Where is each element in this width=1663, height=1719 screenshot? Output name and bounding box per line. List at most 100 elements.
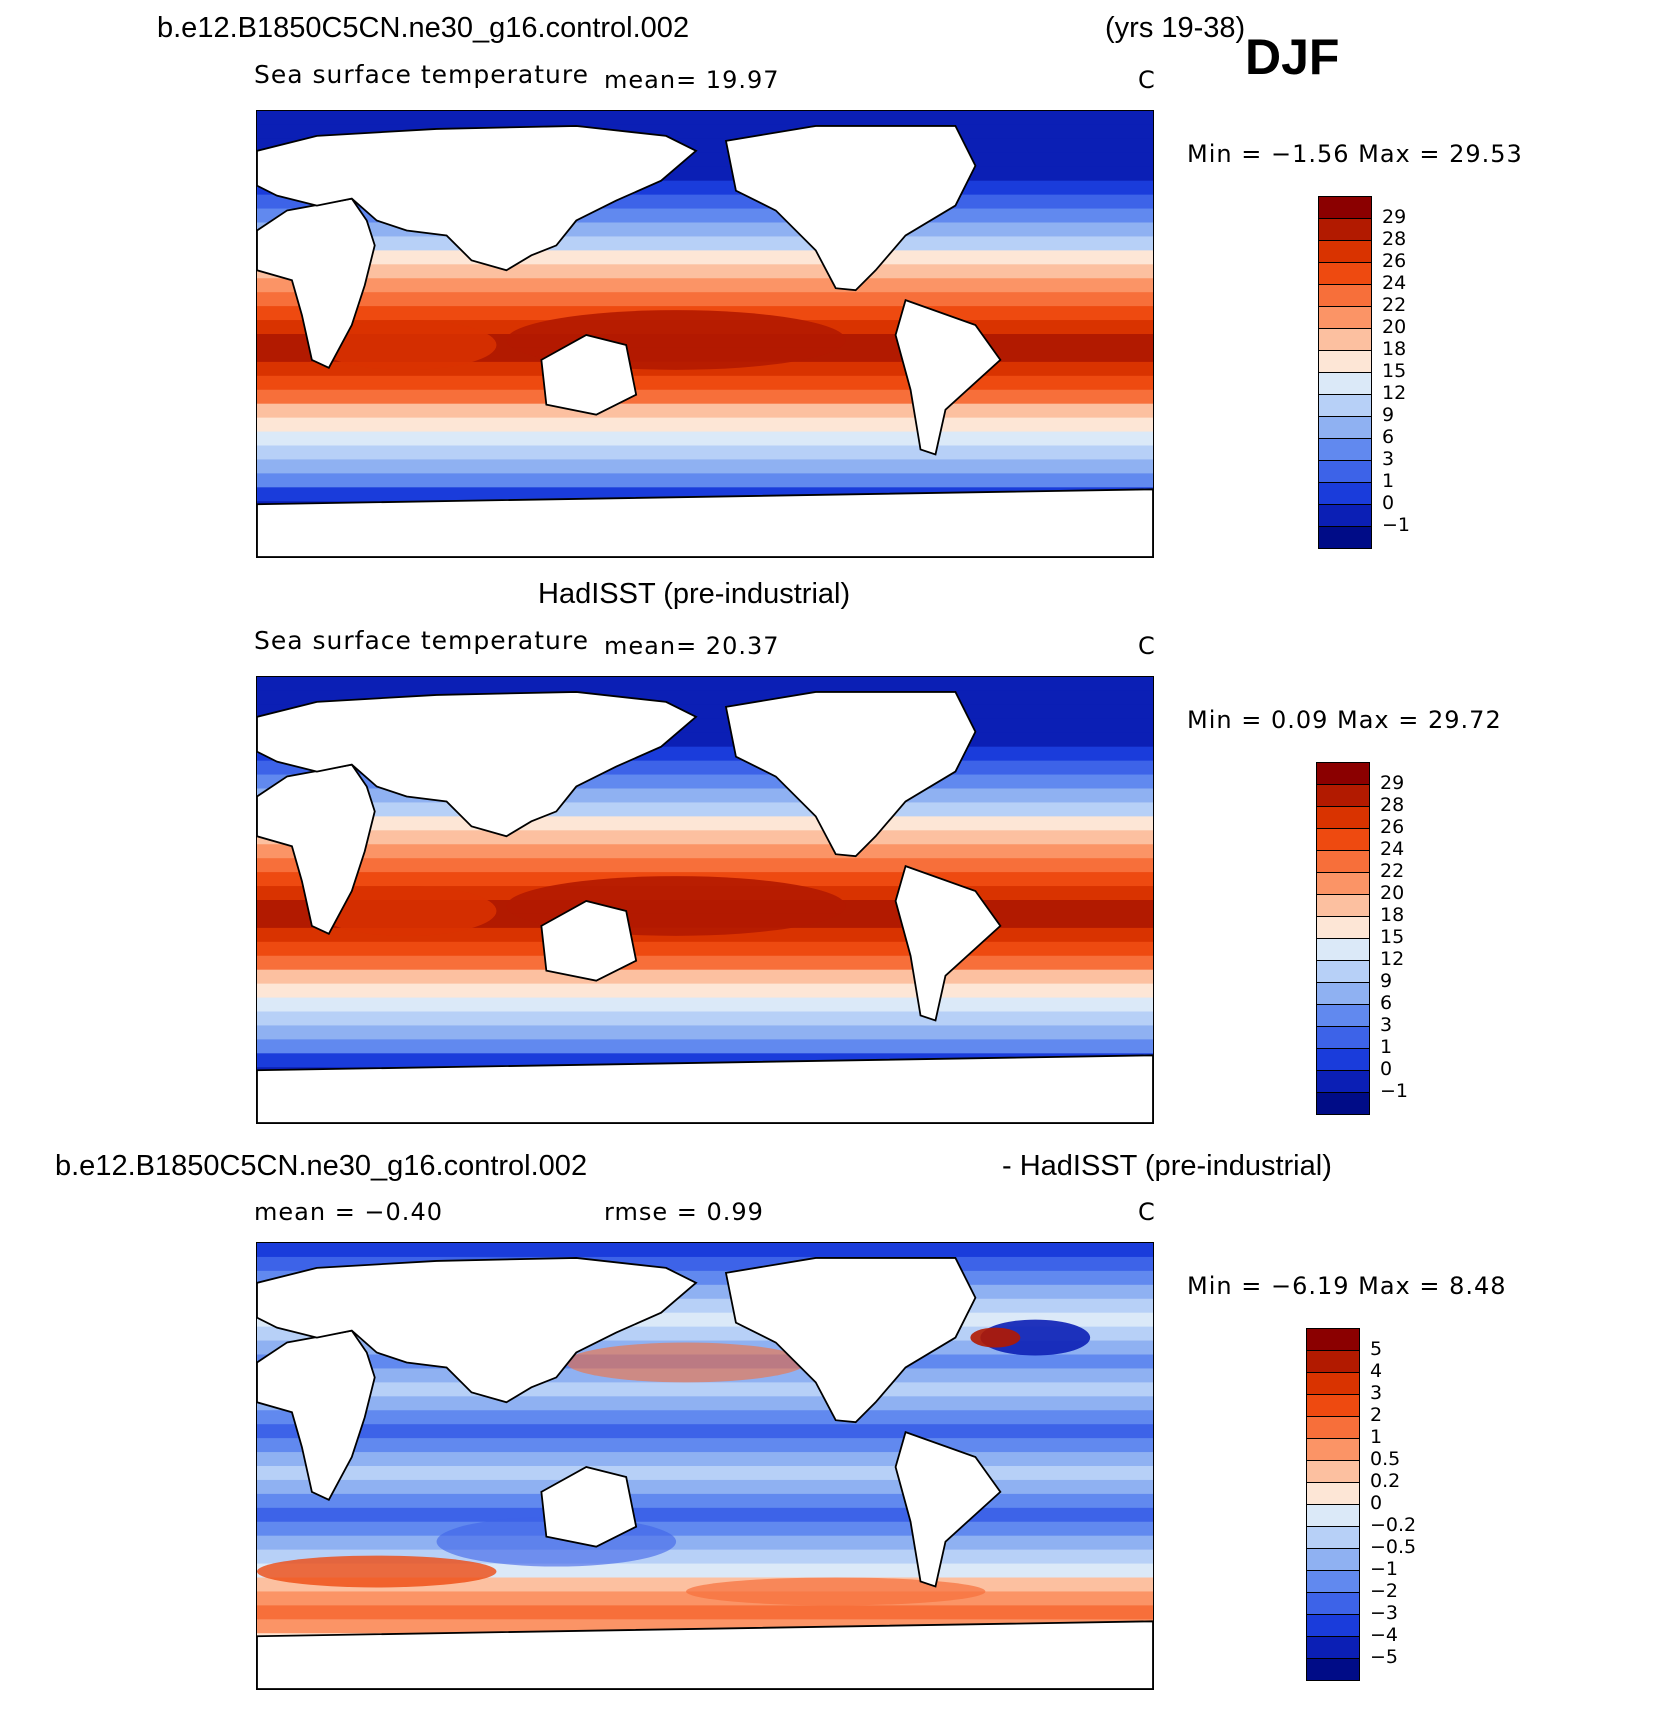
colorbar-swatch <box>1318 284 1372 307</box>
panel3-title-right: - HadISST (pre-industrial) <box>1002 1150 1332 1182</box>
colorbar-swatch <box>1316 872 1370 895</box>
colorbar-swatch <box>1306 1372 1360 1395</box>
colorbar-label: 0 <box>1380 1058 1393 1080</box>
panel2-subtitle: Sea surface temperature <box>254 626 589 655</box>
colorbar-swatch <box>1316 916 1370 939</box>
colorbar-swatch <box>1306 1438 1360 1461</box>
colorbar-swatch <box>1318 438 1372 461</box>
panel3-title-left: b.e12.B1850C5CN.ne30_g16.control.002 <box>55 1150 588 1182</box>
panel2-units: C <box>1138 632 1156 660</box>
colorbar-label: 0.2 <box>1370 1470 1401 1492</box>
colorbar-label: 22 <box>1380 860 1405 882</box>
colorbar-label: 26 <box>1382 250 1407 272</box>
panel1-mean: mean= 19.97 <box>604 66 780 94</box>
colorbar-swatch <box>1318 306 1372 329</box>
colorbar-label: 9 <box>1382 404 1395 426</box>
colorbar-swatch <box>1306 1504 1360 1527</box>
colorbar-label: 28 <box>1380 794 1405 816</box>
colorbar-swatch <box>1318 262 1372 285</box>
colorbar-label: 6 <box>1382 426 1395 448</box>
panel1-minmax: Min = −1.56 Max = 29.53 <box>1187 140 1523 168</box>
colorbar-label: 1 <box>1380 1036 1393 1058</box>
colorbar-label: 4 <box>1370 1360 1383 1382</box>
colorbar-swatch <box>1306 1592 1360 1615</box>
colorbar-label: 3 <box>1380 1014 1393 1036</box>
colorbar-label: 15 <box>1382 360 1407 382</box>
years-label: (yrs 19-38) <box>1105 12 1246 44</box>
panel3-minmax: Min = −6.19 Max = 8.48 <box>1187 1272 1507 1300</box>
colorbar-swatch <box>1318 526 1372 549</box>
colorbar-swatch <box>1316 850 1370 873</box>
colorbar-swatch <box>1316 828 1370 851</box>
colorbar-label: −1 <box>1370 1558 1399 1580</box>
panel2-minmax: Min = 0.09 Max = 29.72 <box>1187 706 1502 734</box>
colorbar-label: −5 <box>1370 1646 1399 1668</box>
colorbar-swatch <box>1306 1460 1360 1483</box>
colorbar-swatch <box>1316 1004 1370 1027</box>
colorbar-label: −0.2 <box>1370 1514 1417 1536</box>
colorbar-swatch <box>1318 196 1372 219</box>
colorbar-swatch <box>1316 1092 1370 1115</box>
colorbar-swatch <box>1316 938 1370 961</box>
colorbar-label: 22 <box>1382 294 1407 316</box>
panel1-subtitle: Sea surface temperature <box>254 60 589 89</box>
colorbar-swatch <box>1306 1482 1360 1505</box>
colorbar-label: 24 <box>1380 838 1405 860</box>
colorbar-label: 15 <box>1380 926 1405 948</box>
colorbar-swatch <box>1318 328 1372 351</box>
colorbar-label: 18 <box>1382 338 1407 360</box>
colorbar-label: 28 <box>1382 228 1407 250</box>
colorbar-swatch <box>1318 350 1372 373</box>
colorbar-label: 12 <box>1382 382 1407 404</box>
colorbar-label: −1 <box>1380 1080 1409 1102</box>
colorbar-label: 24 <box>1382 272 1407 294</box>
colorbar-swatch <box>1306 1636 1360 1659</box>
colorbar-label: 12 <box>1380 948 1405 970</box>
colorbar-label: 1 <box>1382 470 1395 492</box>
colorbar-label: −1 <box>1382 514 1411 536</box>
colorbar-swatch <box>1306 1614 1360 1637</box>
colorbar-swatch <box>1318 416 1372 439</box>
colorbar-swatch <box>1316 894 1370 917</box>
colorbar-swatch <box>1318 240 1372 263</box>
panel3-map <box>256 1242 1154 1690</box>
colorbar-swatch <box>1318 218 1372 241</box>
colorbar-label: −0.5 <box>1370 1536 1417 1558</box>
colorbar-swatch <box>1306 1658 1360 1681</box>
colorbar-label: −4 <box>1370 1624 1399 1646</box>
colorbar-label: 1 <box>1370 1426 1383 1448</box>
colorbar-label: 3 <box>1382 448 1395 470</box>
colorbar-swatch <box>1306 1526 1360 1549</box>
colorbar-swatch <box>1306 1350 1360 1373</box>
panel3-units: C <box>1138 1198 1156 1226</box>
colorbar-label: 18 <box>1380 904 1405 926</box>
colorbar-swatch <box>1316 806 1370 829</box>
colorbar-swatch <box>1316 960 1370 983</box>
colorbar-swatch <box>1316 982 1370 1005</box>
colorbar-swatch <box>1306 1328 1360 1351</box>
colorbar-label: −2 <box>1370 1580 1399 1602</box>
colorbar-label: 2 <box>1370 1404 1383 1426</box>
colorbar-swatch <box>1316 762 1370 785</box>
panel1-units: C <box>1138 66 1156 94</box>
colorbar-label: 20 <box>1380 882 1405 904</box>
colorbar-label: 29 <box>1380 772 1405 794</box>
colorbar-swatch <box>1306 1394 1360 1417</box>
colorbar-swatch <box>1318 460 1372 483</box>
colorbar-label: 6 <box>1380 992 1393 1014</box>
panel3-rmse: rmse = 0.99 <box>604 1198 764 1226</box>
panel1-map <box>256 110 1154 558</box>
panel2-title: HadISST (pre-industrial) <box>538 578 851 610</box>
season-label: DJF <box>1245 29 1340 85</box>
colorbar-swatch <box>1318 482 1372 505</box>
colorbar-label: 5 <box>1370 1338 1383 1360</box>
colorbar-swatch <box>1318 504 1372 527</box>
colorbar-label: 0.5 <box>1370 1448 1401 1470</box>
colorbar-swatch <box>1306 1570 1360 1593</box>
colorbar-label: 9 <box>1380 970 1393 992</box>
panel3-mean: mean = −0.40 <box>254 1198 443 1226</box>
colorbar-swatch <box>1316 1026 1370 1049</box>
panel2-mean: mean= 20.37 <box>604 632 780 660</box>
panel2-map <box>256 676 1154 1124</box>
colorbar-label: 20 <box>1382 316 1407 338</box>
